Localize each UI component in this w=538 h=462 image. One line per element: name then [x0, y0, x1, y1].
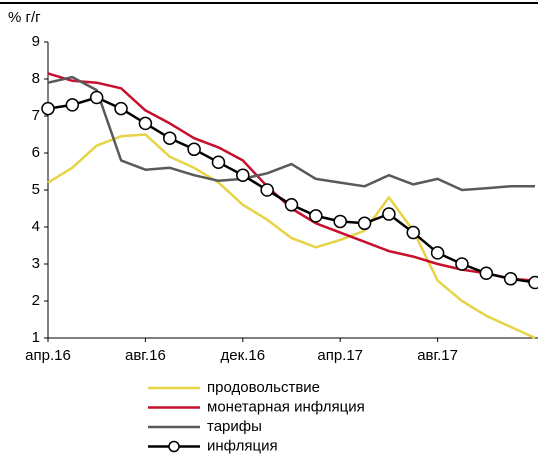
x-tick-label: авг.16 — [125, 347, 166, 364]
point-marker — [211, 155, 226, 169]
legend-label: продовольствие — [207, 379, 320, 396]
point-marker — [138, 116, 153, 131]
point-marker — [479, 266, 494, 280]
y-tick-label: 8 — [32, 70, 40, 87]
legend-label: тарифы — [207, 418, 262, 435]
x-tick-label: апр.17 — [317, 347, 363, 364]
point-marker — [65, 98, 80, 112]
point-marker — [41, 101, 55, 116]
point-marker — [357, 216, 372, 231]
x-tick-label: апр.16 — [25, 347, 71, 364]
point-marker — [284, 198, 299, 212]
point-marker — [187, 142, 201, 157]
point-marker — [260, 183, 274, 197]
y-tick-label: 2 — [32, 292, 40, 309]
point-marker — [382, 207, 396, 221]
point-marker — [89, 90, 104, 105]
point-marker — [503, 272, 518, 286]
x-tick-label: авг.17 — [417, 347, 458, 364]
series-line — [47, 133, 536, 340]
y-tick-label: 3 — [32, 255, 40, 272]
point-marker — [333, 214, 347, 229]
y-tick-label: 6 — [32, 144, 40, 161]
y-tick-label: 4 — [32, 218, 40, 235]
point-marker — [406, 225, 420, 240]
legend-label: монетарная инфляция — [207, 398, 365, 415]
y-tick-label: 7 — [32, 107, 40, 124]
y-tick-label: 1 — [32, 329, 40, 346]
point-marker — [430, 246, 445, 260]
x-tick-label: дек.16 — [221, 347, 266, 364]
series-line — [47, 75, 535, 192]
legend-label: инфляция — [207, 437, 278, 454]
point-marker — [528, 275, 538, 290]
legend-marker — [168, 440, 180, 453]
y-tick-label: 9 — [32, 33, 40, 50]
point-marker — [236, 168, 250, 182]
point-marker — [309, 209, 323, 223]
point-marker — [114, 101, 128, 116]
point-marker — [455, 257, 469, 271]
point-marker — [163, 131, 177, 145]
y-axis-label: % г/г — [8, 9, 41, 26]
y-tick-label: 5 — [32, 181, 40, 198]
